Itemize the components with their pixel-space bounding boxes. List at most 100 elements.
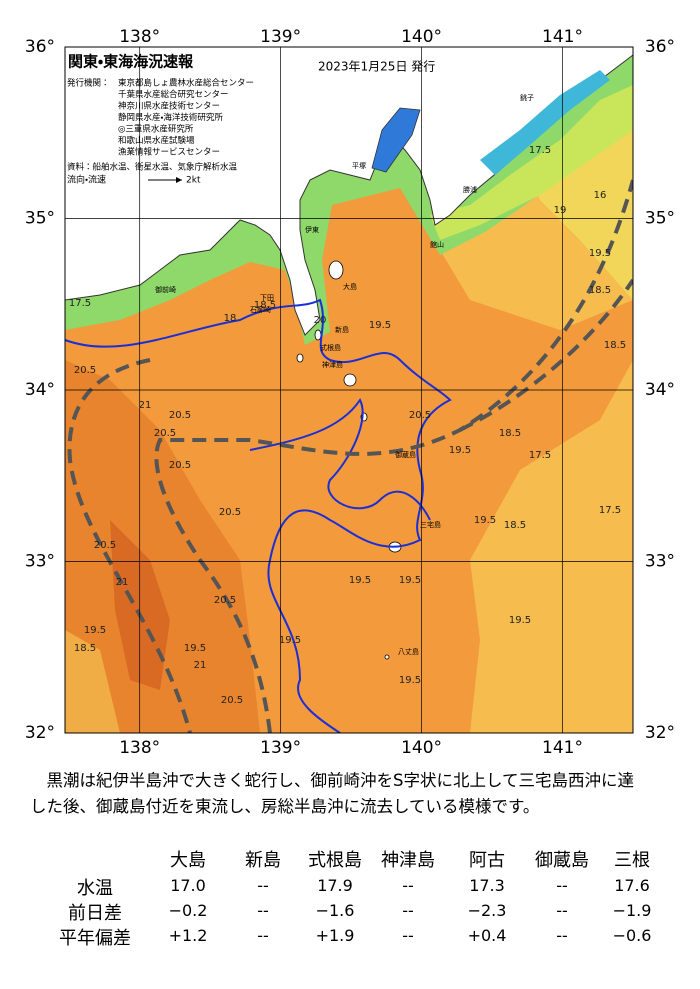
table-cell: 17.6 (614, 876, 650, 895)
isotherm-label: 19 (554, 205, 567, 216)
lat-label-left: 33° (25, 552, 55, 572)
column-header: 式根島 (308, 850, 362, 871)
column-header: 新島 (245, 850, 281, 871)
table-cell: -- (402, 876, 414, 895)
place-name: 銚子 (520, 93, 534, 102)
warm-core-west (65, 360, 260, 733)
isotherm-label: 20.5 (94, 540, 116, 551)
isotherm-label: 18.5 (74, 643, 96, 654)
isotherm-label: 19.5 (184, 643, 206, 654)
isotherm-label: 17.5 (599, 505, 621, 516)
isotherm-label: 18.5 (604, 340, 626, 351)
lon-label-bottom: 141° (542, 738, 583, 758)
isotherm-label: 17.5 (69, 298, 91, 309)
island (384, 654, 390, 660)
row-label: 前日差 (68, 903, 122, 924)
lat-label-left: 32° (25, 723, 55, 743)
graticule (65, 47, 633, 733)
isotherm-label: 20.5 (74, 365, 96, 376)
island (296, 353, 304, 363)
island (328, 260, 344, 280)
isotherm-label: 20.5 (169, 410, 191, 421)
current-arrowhead (176, 177, 182, 183)
place-name: 下田 (260, 294, 274, 302)
isotherm-label: 16 (594, 190, 607, 201)
table-cell: +1.9 (315, 926, 355, 945)
place-name: 勝浦 (463, 185, 477, 194)
place-name: 平塚 (352, 161, 366, 170)
lat-label-right: 33° (645, 552, 675, 572)
axis-labels: 138° 138° 139° 139° 140° 140° 141° 141° 32° 32° 33… (25, 27, 675, 758)
isotherm-blue (249, 398, 431, 521)
issuer-list: 東京都島しょ農林水産総合センター千葉県水産総合研究センター神奈川県水産技術センタ… (118, 78, 254, 158)
isotherm-label: 20.5 (221, 695, 243, 706)
table-cell: -- (556, 926, 568, 945)
table-cell: -- (402, 901, 414, 920)
place-name: 石廊崎 (250, 305, 271, 314)
lon-label-top: 140° (401, 27, 442, 47)
island (314, 329, 322, 341)
cold-band (480, 70, 610, 175)
map-area: 17.5 18 18.5 19 19.5 20.5 21 20.5 20.5 20.5 20.5 20… (65, 47, 633, 733)
isotherm-label: 19.5 (399, 675, 421, 686)
issuer: 漁業情報サービスセンター (118, 147, 220, 158)
table-cell: +1.2 (168, 926, 208, 945)
summary-text: 黒潮は紀伊半島沖で大きく蛇行し、御前崎沖をS字状に北上して三宅島西沖に達した後、… (30, 771, 634, 816)
isotherm-label: 19.5 (474, 515, 496, 526)
current-scale: 2kt (186, 176, 201, 186)
table-cell: −0.6 (612, 926, 652, 945)
table-cell: -- (402, 926, 414, 945)
data-sources: 資料：船舶水温、衛星水温、気象庁解析水温 (67, 162, 238, 173)
lat-label-right: 36° (645, 37, 675, 57)
tokyo-bay (371, 107, 421, 173)
isotherm-blue (65, 298, 452, 733)
isotherm-label: 20.5 (154, 428, 176, 439)
table-cell: 17.9 (317, 876, 353, 895)
place-name: 伊東 (305, 225, 319, 234)
lat-label-right: 35° (645, 209, 675, 229)
current-legend: 流向・流速 (67, 174, 106, 186)
isotherm-label: 20.5 (214, 595, 236, 606)
lon-label-top: 139° (260, 27, 301, 47)
cooler-water-southwest (65, 630, 120, 733)
isotherm-label: 20.5 (219, 507, 241, 518)
place-name: 八丈島 (398, 647, 419, 656)
lat-label-right: 34° (645, 380, 675, 400)
issuer: 和歌山県水産試験場 (118, 135, 195, 146)
isotherm-label: 19.5 (589, 248, 611, 259)
island (343, 373, 357, 387)
lat-label-left: 34° (25, 380, 55, 400)
place-name: 御前崎 (155, 285, 176, 294)
table-cell: −2.3 (467, 901, 507, 920)
row-label: 平年偏差 (59, 928, 131, 949)
column-header: 御蔵島 (535, 850, 589, 871)
table-cell: -- (257, 876, 269, 895)
column-header: 三根 (614, 850, 650, 871)
kuroshio-path (67, 358, 192, 733)
lat-label-left: 35° (25, 209, 55, 229)
place-name: 三宅島 (420, 520, 441, 529)
isotherm-label: 19.5 (399, 575, 421, 586)
isotherm-label: 19.5 (84, 625, 106, 636)
issuer: 東京都島しょ農林水産総合センター (118, 78, 254, 89)
table-cell: -- (556, 901, 568, 920)
lon-label-bottom: 140° (401, 738, 442, 758)
lon-label-top: 141° (542, 27, 583, 47)
place-name: 館山 (430, 240, 444, 249)
isotherm-label: 21 (139, 400, 152, 411)
isotherm-label: 19.5 (349, 575, 371, 586)
column-header: 神津島 (381, 850, 435, 871)
isotherm-label: 21 (194, 660, 207, 671)
isotherm-label: 18.5 (499, 428, 521, 439)
issuer-heading: 発行機関： (67, 78, 110, 89)
kuroshio-path (459, 278, 633, 432)
isotherm-label: 18.5 (504, 520, 526, 531)
isotherm-label: 20.5 (409, 410, 431, 421)
coastal-water (430, 85, 633, 240)
issuer: 静岡県水産・海洋技術研究所 (118, 112, 223, 123)
isotherm-label: 19.5 (279, 635, 301, 646)
sea-temperature-map: 17.5 18 18.5 19 19.5 20.5 21 20.5 20.5 20.5 20.5 20… (25, 27, 675, 758)
table-cell: -- (556, 876, 568, 895)
isotherm-label: 21 (116, 577, 129, 588)
